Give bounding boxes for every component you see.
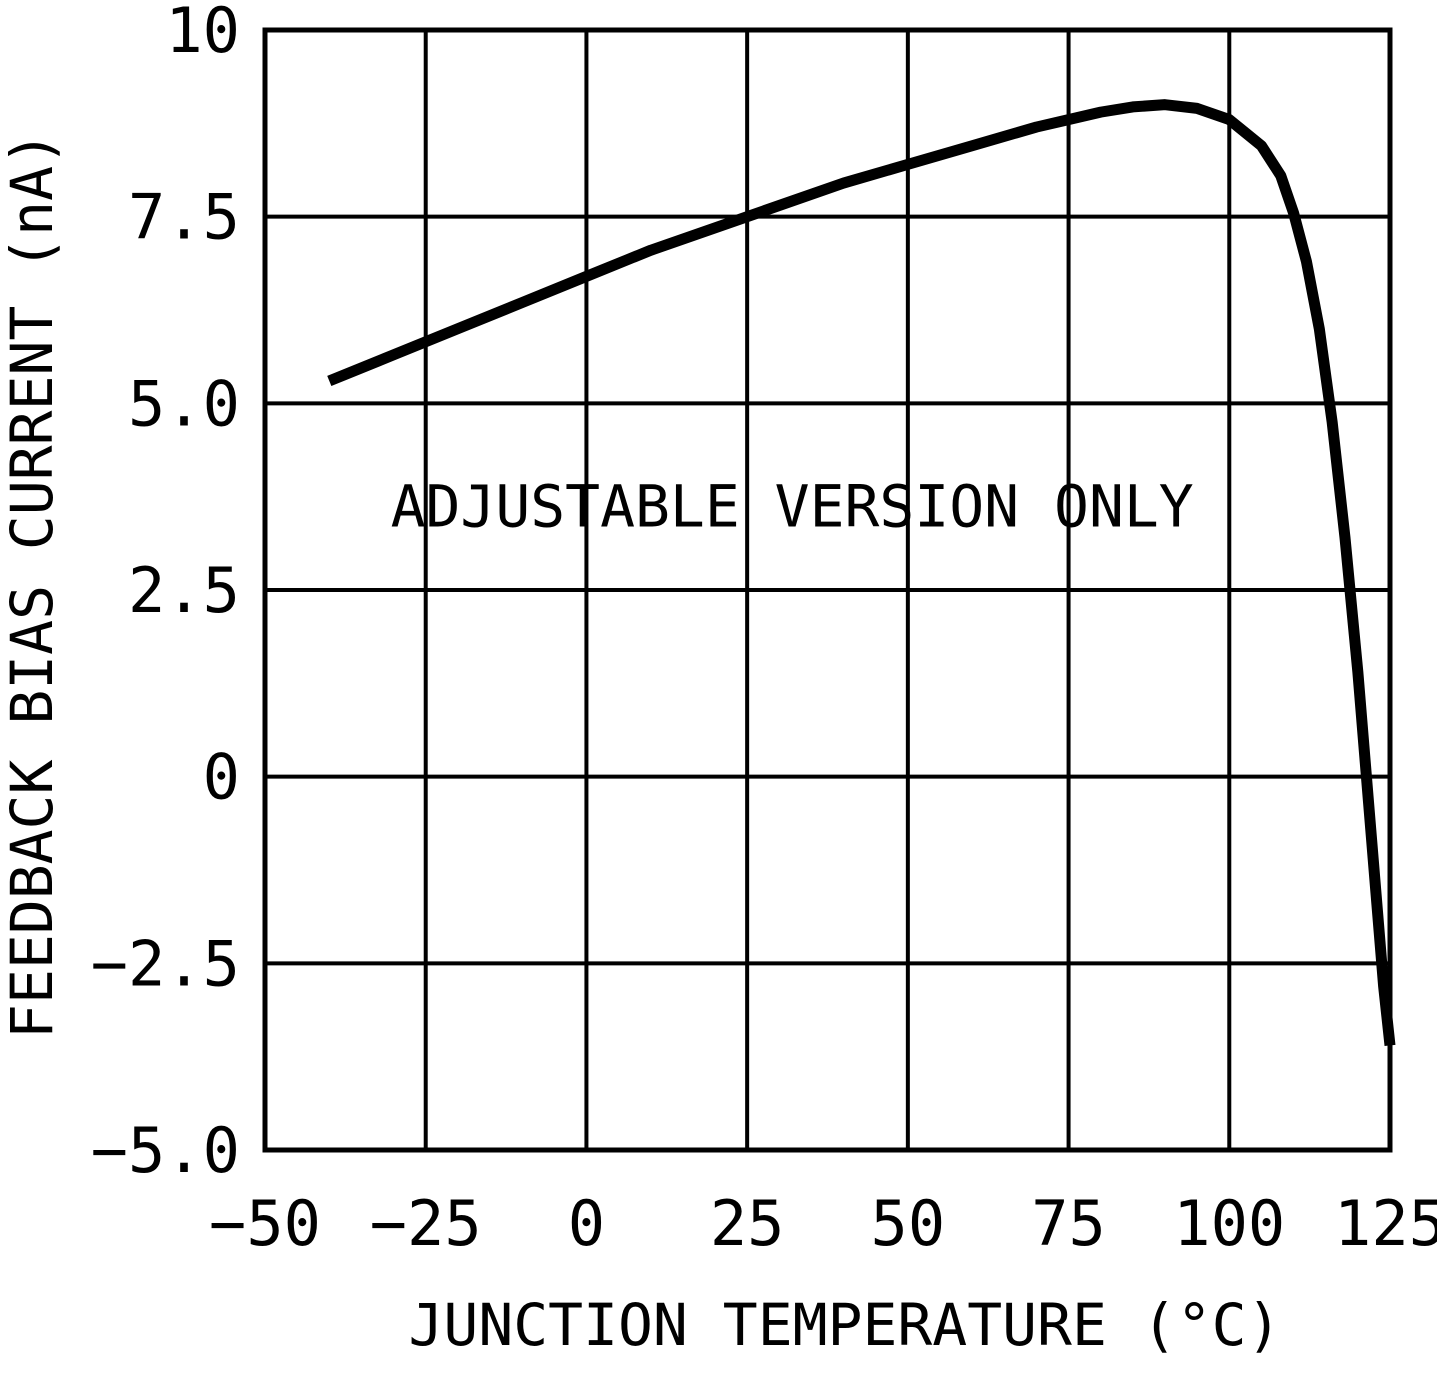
x-tick-label: −25 bbox=[370, 1187, 482, 1260]
y-tick-label: 5.0 bbox=[128, 367, 240, 440]
annotation-adjustable-version-only: ADJUSTABLE VERSION ONLY bbox=[391, 473, 1194, 541]
y-tick-label: −2.5 bbox=[91, 927, 240, 1000]
data-curve-feedback-bias-current bbox=[327, 99, 1396, 1047]
x-tick-label: 25 bbox=[710, 1187, 785, 1260]
x-tick-label: 75 bbox=[1031, 1187, 1106, 1260]
x-tick-label: 0 bbox=[568, 1187, 605, 1260]
curve-layer bbox=[327, 99, 1396, 1047]
x-tick-label: −50 bbox=[209, 1187, 321, 1260]
x-tick-label: 125 bbox=[1334, 1187, 1437, 1260]
y-tick-label: −5.0 bbox=[91, 1114, 240, 1187]
x-tick-label: 100 bbox=[1173, 1187, 1285, 1260]
y-axis-label: FEEDBACK BIAS CURRENT (nA) bbox=[0, 131, 66, 1039]
grid-layer bbox=[263, 28, 1392, 1152]
x-tick-label: 50 bbox=[871, 1187, 946, 1260]
y-tick-label: 10 bbox=[165, 0, 240, 67]
plot-border bbox=[262, 27, 1393, 1153]
y-tick-label: 0 bbox=[203, 741, 240, 814]
tick-layer: −50 −25 0 25 50 75 100 125 10 7.5 5.0 2.5 0 −2.5 −5.0 bbox=[91, 0, 1437, 1260]
x-axis-label: JUNCTION TEMPERATURE (°C) bbox=[409, 1291, 1282, 1359]
y-tick-label: 7.5 bbox=[128, 181, 240, 254]
y-tick-label: 2.5 bbox=[128, 554, 240, 627]
